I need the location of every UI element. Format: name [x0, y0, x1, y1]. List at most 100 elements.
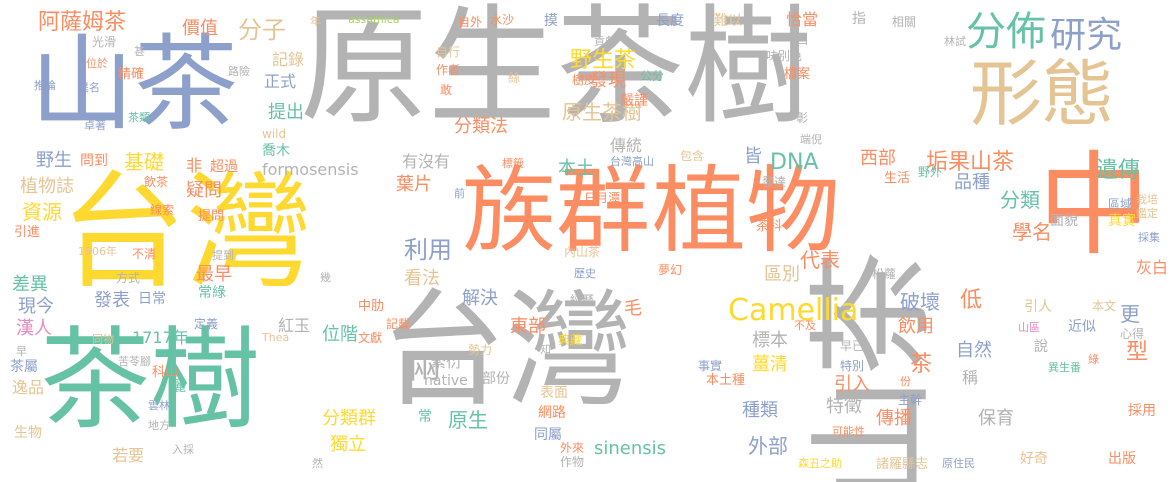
word: 茶 — [910, 352, 933, 377]
word: 相關 — [892, 15, 917, 29]
word: 野外 — [918, 165, 943, 179]
word: 記載 — [386, 317, 411, 331]
word: 台灣 — [380, 277, 632, 424]
word: 發達 — [762, 175, 787, 189]
word: 彰 — [796, 111, 809, 125]
word: 網路 — [538, 405, 566, 421]
word: 飲茶 — [144, 175, 169, 189]
word: 分類法 — [454, 116, 508, 137]
word: 種類 — [742, 400, 778, 421]
word: 前 — [454, 187, 465, 200]
word: 年 — [310, 15, 321, 28]
word: wild — [262, 127, 287, 141]
word: 日常 — [138, 291, 166, 307]
word: 可能性 — [832, 425, 865, 438]
word: 作物 — [560, 455, 585, 469]
word: 山區 — [1018, 321, 1040, 334]
word: 基礎 — [124, 150, 164, 174]
word: 歷史 — [574, 267, 596, 280]
word: 族群 — [462, 157, 651, 266]
word: 差異 — [12, 274, 48, 295]
word: 採集 — [1138, 231, 1160, 244]
word: 勢力 — [468, 343, 493, 357]
word: 兩 — [408, 347, 442, 387]
word: 表面 — [540, 385, 568, 401]
word: 問到 — [80, 153, 108, 169]
word: 嚴謹 — [620, 93, 648, 109]
word: 指 — [852, 11, 866, 27]
word: 包含 — [680, 149, 705, 163]
word: 破壞 — [900, 290, 940, 314]
word: 長度 — [656, 13, 684, 29]
word: 薑清 — [752, 354, 788, 375]
word: 面貌 — [1050, 213, 1078, 229]
word: 原生茶樹 — [300, 0, 813, 142]
word: 品種 — [954, 172, 990, 193]
word: 入採 — [172, 443, 194, 456]
word: 提到 — [212, 249, 234, 262]
word: 主幹 — [898, 393, 923, 407]
word: 知 — [540, 343, 551, 356]
word: 特別 — [840, 359, 865, 373]
word: 光滑 — [92, 35, 117, 49]
word: 本文 — [1092, 299, 1117, 313]
word: 山茶 — [30, 23, 239, 145]
word: sinensis — [594, 438, 667, 459]
word: 外來 — [560, 441, 585, 455]
word: 分類 — [1000, 188, 1040, 212]
word: 發現 — [590, 70, 626, 91]
word: 採用 — [1128, 403, 1156, 419]
word: 野生 — [36, 150, 72, 171]
word: 貢獻 — [594, 35, 616, 48]
word: 作者 — [436, 63, 461, 77]
word: 然 — [312, 457, 323, 470]
word: 線索 — [150, 203, 175, 217]
word: 標籤 — [502, 157, 524, 170]
word: 自行 — [436, 45, 461, 59]
word: 絲 — [508, 71, 521, 85]
word: 形態 — [970, 52, 1115, 136]
word: 綠 — [1088, 353, 1099, 366]
word: 水沙 — [490, 13, 515, 27]
word: 經歷 — [570, 293, 595, 307]
word: 記錄 — [272, 50, 305, 69]
word: 事實 — [698, 359, 723, 373]
word: 栽培 — [1136, 193, 1158, 206]
word: 區別 — [764, 264, 800, 285]
word: 台灣 — [60, 159, 312, 306]
word: 阿薩姆茶 — [38, 10, 127, 35]
word: 皆 — [744, 146, 762, 167]
word: 麗 — [172, 379, 186, 395]
word: 引人 — [1024, 299, 1052, 315]
word: 茶類 — [128, 111, 150, 124]
word: 引入 — [834, 374, 870, 395]
word: 典藏 — [558, 333, 583, 347]
word: 繁衍 — [430, 352, 463, 371]
word: 標本 — [752, 330, 788, 351]
word: 自然 — [956, 340, 992, 361]
word: 發表 — [94, 290, 130, 311]
word: 定義 — [194, 317, 219, 331]
word: 方式 — [116, 271, 141, 285]
word: 諸羅縣志 — [876, 457, 929, 472]
word: 好奇 — [1020, 451, 1048, 467]
word: 代表 — [800, 248, 840, 272]
word: 植物 — [652, 157, 841, 266]
word: 保育 — [978, 408, 1014, 429]
word: 現今 — [18, 296, 54, 317]
word: 台灣高山 — [610, 155, 654, 168]
word: 區域 — [1108, 197, 1133, 211]
word: 位於 — [86, 57, 108, 70]
word: 日月潭 — [584, 191, 621, 205]
word: 疑問 — [186, 180, 222, 201]
word: 常綠 — [198, 285, 226, 301]
word: 心得 — [1120, 327, 1145, 341]
word: 部份 — [482, 371, 510, 387]
word: 1717年 — [132, 328, 189, 347]
word: 說 — [1034, 339, 1048, 355]
word: 生物 — [14, 425, 42, 441]
word: 紅玉 — [278, 316, 311, 335]
word: 夢幻 — [658, 263, 683, 277]
word: 漢人 — [16, 318, 52, 339]
word: 提出 — [268, 102, 304, 123]
